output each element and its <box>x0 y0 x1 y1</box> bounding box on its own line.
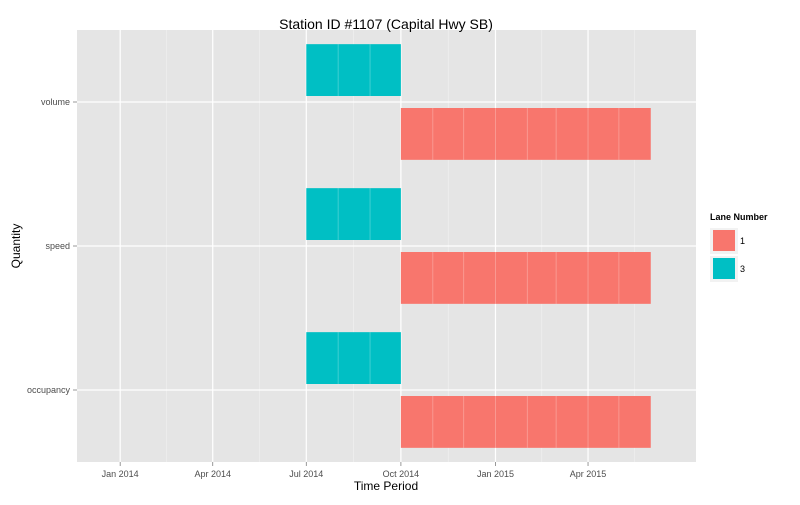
x-axis-title: Time Period <box>354 479 418 493</box>
bar-lane-1-occupancy <box>400 396 651 448</box>
x-tick-label: Apr 2015 <box>570 469 607 479</box>
legend-title: Lane Number <box>710 212 768 222</box>
y-tick-label: volume <box>41 97 70 107</box>
x-tick-label: Jul 2014 <box>289 469 323 479</box>
legend-label-3: 3 <box>740 264 745 274</box>
legend-swatch-3 <box>713 258 735 279</box>
y-axis-ticks: volume speed occupancy <box>27 97 77 395</box>
legend-swatch-1 <box>713 230 735 251</box>
chart-title: Station ID #1107 (Capital Hwy SB) <box>279 16 493 32</box>
x-tick-label: Jan 2015 <box>477 469 514 479</box>
x-tick-label: Jan 2014 <box>102 469 139 479</box>
bar-lane-1-speed <box>400 252 651 304</box>
x-axis-ticks: Jan 2014 Apr 2014 Jul 2014 Oct 2014 Jan 2015… <box>102 462 607 479</box>
bar-lane-3-speed <box>306 188 401 240</box>
y-tick-label: speed <box>45 241 70 251</box>
x-tick-label: Apr 2014 <box>194 469 231 479</box>
major-grid <box>77 30 696 462</box>
bar-lane-3-volume <box>306 44 401 96</box>
legend: Lane Number 1 3 <box>710 212 768 282</box>
y-tick-label: occupancy <box>27 385 71 395</box>
bar-lane-3-occupancy <box>306 332 401 384</box>
x-tick-label: Oct 2014 <box>383 469 420 479</box>
legend-label-1: 1 <box>740 236 745 246</box>
y-axis-title: Quantity <box>9 224 23 269</box>
bars <box>306 44 651 448</box>
bar-lane-1-volume <box>400 108 651 160</box>
